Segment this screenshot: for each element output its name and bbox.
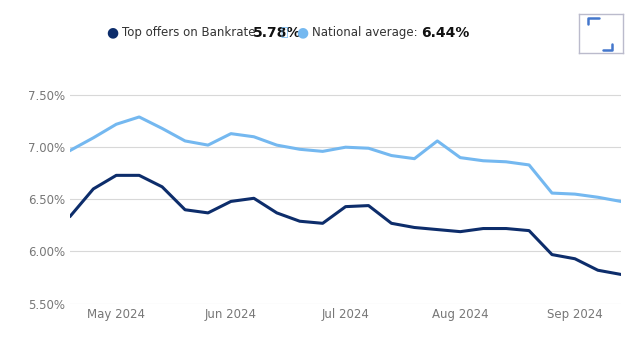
Text: ●: ● <box>296 26 308 40</box>
Text: 6.44%: 6.44% <box>421 26 470 40</box>
Text: National average:: National average: <box>312 26 421 39</box>
Text: ⓘ: ⓘ <box>280 26 288 39</box>
Text: Top offers on Bankrate:: Top offers on Bankrate: <box>122 26 263 39</box>
Text: ●: ● <box>106 26 118 40</box>
Text: 5.78%: 5.78% <box>253 26 301 40</box>
